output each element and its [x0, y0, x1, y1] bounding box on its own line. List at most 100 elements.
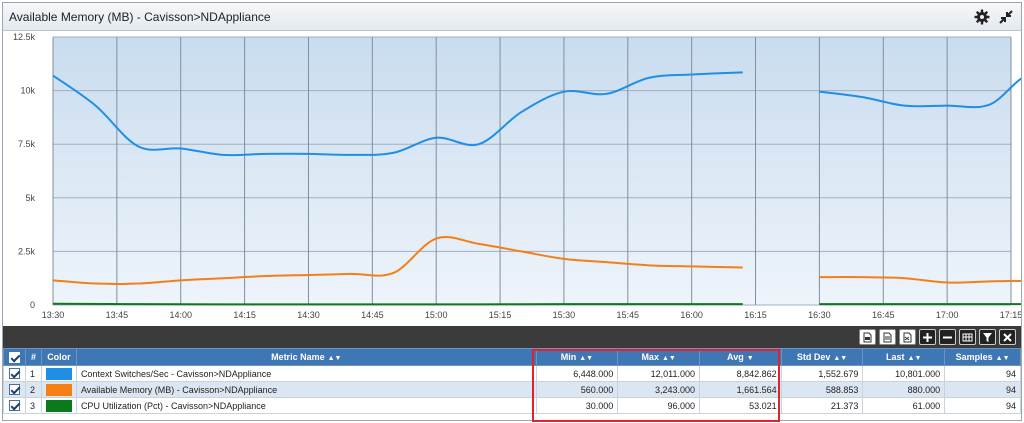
- row-min: 30.000: [535, 397, 619, 414]
- table-row[interactable]: 3 CPU Utilization (Pct) - Cavisson>NDApp…: [3, 397, 1021, 414]
- row-avg: 1,661.564: [699, 381, 782, 398]
- row-index: 2: [24, 381, 42, 398]
- row-metric-name: Context Switches/Sec - Cavisson>NDApplia…: [75, 365, 537, 382]
- x-tick-label: 16:30: [808, 310, 831, 320]
- row-samples: 94: [944, 397, 1021, 414]
- x-tick-label: 15:45: [617, 310, 640, 320]
- row-max: 96.000: [617, 397, 700, 414]
- x-tick-label: 15:00: [425, 310, 448, 320]
- table-row[interactable]: 2 Available Memory (MB) - Cavisson>NDApp…: [3, 381, 1021, 398]
- row-last: 10,801.000: [862, 365, 946, 382]
- row-stddev: 21.373: [780, 397, 864, 414]
- y-tick-label: 0: [30, 300, 35, 310]
- col-stddev-header[interactable]: Std Dev ▲▼: [780, 348, 864, 366]
- y-tick-label: 10k: [20, 86, 35, 96]
- row-index: 1: [24, 365, 42, 382]
- row-max: 3,243.000: [617, 381, 700, 398]
- x-tick-label: 13:30: [42, 310, 65, 320]
- gear-icon[interactable]: [973, 8, 991, 26]
- col-color-header[interactable]: Color: [40, 348, 77, 366]
- row-checkbox[interactable]: [3, 365, 26, 382]
- row-checkbox[interactable]: [3, 381, 26, 398]
- sort-icon: ▲▼: [833, 355, 848, 362]
- y-tick-label: 2.5k: [18, 246, 36, 256]
- remove-icon[interactable]: [939, 329, 956, 345]
- x-tick-label: 15:15: [489, 310, 512, 320]
- x-tick-label: 14:30: [297, 310, 320, 320]
- row-metric-name: CPU Utilization (Pct) - Cavisson>NDAppli…: [75, 397, 537, 414]
- row-avg: 53.021: [699, 397, 782, 414]
- x-tick-label: 14:00: [169, 310, 192, 320]
- metrics-table: # Color Metric Name ▲▼ Min ▲▼ Max ▲▼ Avg ▼ S…: [3, 348, 1021, 414]
- color-swatch[interactable]: [45, 399, 72, 412]
- columns-icon[interactable]: [959, 329, 976, 345]
- color-swatch[interactable]: [45, 383, 72, 396]
- chart-svg: 0 2.5k 5k 7.5k 10k 12.5k 13:30 13:45 14:00 14:15 1…: [13, 32, 1024, 320]
- row-index: 3: [24, 397, 42, 414]
- col-metric-name-label: Metric Name: [271, 352, 325, 362]
- row-max: 12,011.000: [617, 365, 700, 382]
- table-header-row: # Color Metric Name ▲▼ Min ▲▼ Max ▲▼ Avg ▼ S…: [3, 348, 1021, 366]
- col-max-label: Max: [641, 352, 659, 362]
- x-tick-label: 16:00: [680, 310, 703, 320]
- word-export-icon[interactable]: [879, 329, 896, 345]
- row-min: 560.000: [535, 381, 619, 398]
- select-all-checkbox[interactable]: [3, 348, 26, 366]
- x-tick-label: 16:15: [744, 310, 767, 320]
- sort-icon: ▲▼: [327, 355, 342, 362]
- row-color[interactable]: [40, 381, 77, 398]
- table-row[interactable]: 1 Context Switches/Sec - Cavisson>NDAppl…: [3, 365, 1021, 382]
- x-tick-label: 14:15: [233, 310, 256, 320]
- row-checkbox[interactable]: [3, 397, 26, 414]
- sort-icon: ▲▼: [661, 355, 676, 362]
- col-last-header[interactable]: Last ▲▼: [862, 348, 946, 366]
- col-stddev-label: Std Dev: [796, 352, 831, 362]
- col-samples-label: Samples: [955, 352, 993, 362]
- line-chart: 0 2.5k 5k 7.5k 10k 12.5k 13:30 13:45 14:00 14:15 1…: [3, 32, 1024, 325]
- series-line-2-segment-2: [819, 276, 1024, 284]
- row-samples: 94: [944, 365, 1021, 382]
- col-metric-name-header[interactable]: Metric Name ▲▼: [75, 348, 537, 366]
- row-avg: 8,842.862: [699, 365, 782, 382]
- close-icon[interactable]: [999, 329, 1016, 345]
- col-index-header[interactable]: #: [24, 348, 42, 366]
- row-last: 61.000: [862, 397, 946, 414]
- col-min-label: Min: [560, 352, 577, 362]
- sort-desc-icon: ▼: [746, 355, 754, 362]
- series-line-3-segment-1: [52, 302, 743, 306]
- panel-title: Available Memory (MB) - Cavisson>NDAppli…: [9, 10, 271, 24]
- row-metric-name: Available Memory (MB) - Cavisson>NDAppli…: [75, 381, 537, 398]
- row-samples: 94: [944, 381, 1021, 398]
- x-tick-label: 17:15: [1000, 310, 1021, 320]
- sort-icon: ▲▼: [579, 355, 594, 362]
- color-swatch[interactable]: [45, 367, 72, 380]
- filter-icon[interactable]: [979, 329, 996, 345]
- x-tick-label: 17:00: [936, 310, 959, 320]
- collapse-icon[interactable]: [997, 8, 1015, 26]
- y-tick-label: 7.5k: [18, 139, 36, 149]
- x-tick-label: 14:45: [361, 310, 384, 320]
- row-color[interactable]: [40, 397, 77, 414]
- col-max-header[interactable]: Max ▲▼: [617, 348, 700, 366]
- x-tick-label: 13:45: [106, 310, 129, 320]
- sort-icon: ▲▼: [995, 355, 1010, 362]
- col-avg-header[interactable]: Avg ▼: [699, 348, 782, 366]
- series-line-2-segment-1: [52, 236, 743, 285]
- y-tick-label: 5k: [25, 193, 35, 203]
- row-min: 6,448.000: [535, 365, 619, 382]
- pdf-export-icon[interactable]: [859, 329, 876, 345]
- row-stddev: 1,552.679: [780, 365, 864, 382]
- row-last: 880.000: [862, 381, 946, 398]
- col-samples-header[interactable]: Samples ▲▼: [944, 348, 1021, 366]
- col-min-header[interactable]: Min ▲▼: [535, 348, 619, 366]
- series-line-1-segment-2: [819, 75, 1024, 109]
- row-color[interactable]: [40, 365, 77, 382]
- x-tick-label: 15:30: [553, 310, 576, 320]
- excel-export-icon[interactable]: [899, 329, 916, 345]
- row-stddev: 588.853: [780, 381, 864, 398]
- add-icon[interactable]: [919, 329, 936, 345]
- series-line-1-segment-1: [52, 71, 743, 157]
- grid-toolbar: [3, 326, 1021, 348]
- col-last-label: Last: [886, 352, 905, 362]
